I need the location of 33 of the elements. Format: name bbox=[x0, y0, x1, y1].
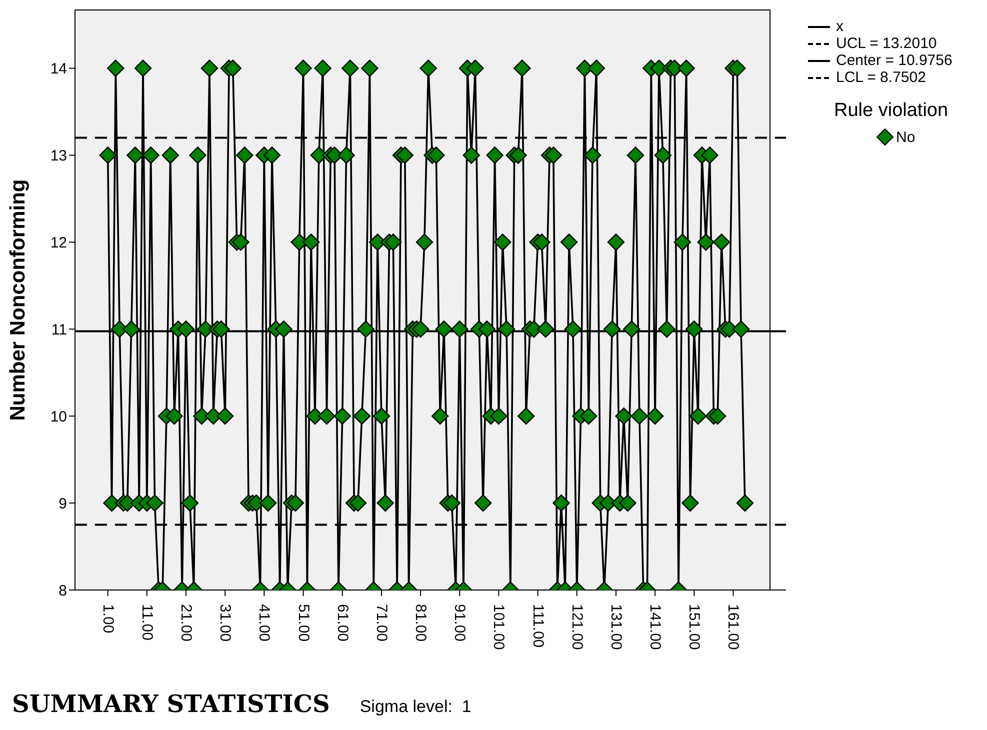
y-axis-title: Number Nonconforming bbox=[6, 179, 30, 421]
y-tick-label: 12 bbox=[50, 234, 67, 252]
x-tick-label: 21.00 bbox=[178, 604, 195, 642]
x-tick-label: 51.00 bbox=[294, 604, 312, 642]
legend-label: Center = 10.9756 bbox=[836, 52, 952, 69]
x-tick-label: 61.00 bbox=[334, 604, 351, 642]
y-tick-label: 9 bbox=[58, 495, 67, 512]
x-tick-label: 121.00 bbox=[568, 604, 586, 650]
x-tick-label: 41.00 bbox=[256, 604, 273, 642]
y-tick-label: 11 bbox=[51, 321, 67, 338]
legend-label: LCL = 8.7502 bbox=[836, 69, 926, 86]
legend-label: x bbox=[836, 18, 844, 35]
x-tick-label: 91.00 bbox=[451, 604, 468, 642]
y-tick-label: 10 bbox=[50, 408, 67, 426]
legend-title: Rule violation bbox=[834, 100, 950, 122]
x-tick-label: 11.00 bbox=[138, 604, 156, 640]
legend-label: No bbox=[896, 128, 916, 146]
text: SUMMARY STATISTICS bbox=[12, 689, 330, 718]
y-tick-label: 14 bbox=[50, 60, 67, 78]
text: Sigma level: 1 bbox=[360, 697, 472, 717]
legend-label: UCL = 13.2010 bbox=[836, 35, 937, 52]
x-tick-label: 161.00 bbox=[724, 604, 742, 650]
y-tick-label: 8 bbox=[58, 582, 67, 600]
x-tick-label: 71.00 bbox=[372, 604, 390, 642]
x-tick-label: 31.00 bbox=[216, 604, 234, 642]
y-tick-label: 13 bbox=[50, 148, 67, 165]
x-tick-label: 131.00 bbox=[607, 604, 624, 650]
x-tick-label: 81.00 bbox=[412, 604, 430, 642]
x-tick-label: 101.00 bbox=[490, 604, 508, 650]
x-tick-label: 111.00 bbox=[529, 604, 546, 648]
x-tick-label: 1.00 bbox=[99, 604, 116, 634]
x-tick-label: 151.00 bbox=[686, 604, 703, 650]
x-tick-label: 141.00 bbox=[646, 604, 664, 650]
